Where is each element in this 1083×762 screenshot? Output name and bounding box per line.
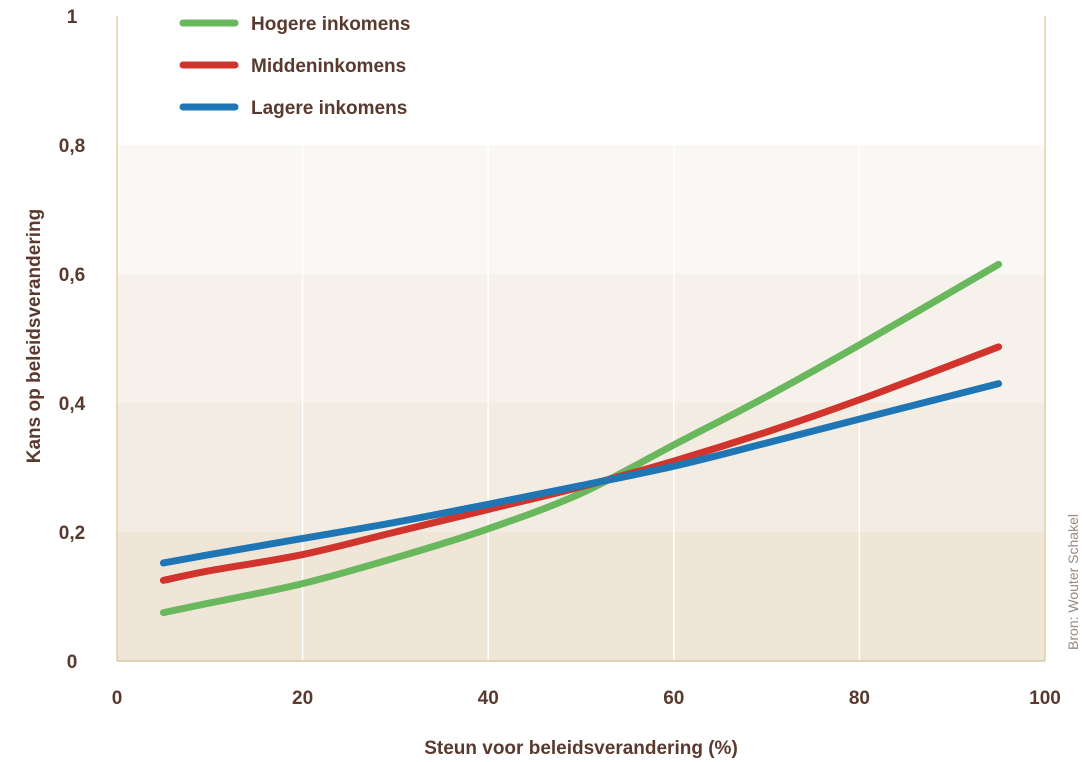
- series-line: [159, 380, 1003, 567]
- series-line: [159, 260, 1003, 617]
- x-tick-label: 80: [849, 688, 870, 709]
- y-tick-label: 0: [67, 652, 78, 673]
- source-credit: Bron: Wouter Schakel: [1065, 514, 1081, 650]
- y-tick-label: 1: [67, 7, 78, 28]
- legend: Hogere inkomens Middeninkomens Lagere inko…: [179, 14, 410, 119]
- background-band: [117, 274, 1045, 403]
- axes: [116, 16, 1046, 662]
- x-tick-label: 40: [478, 688, 499, 709]
- y-tick-label: 0,6: [59, 265, 85, 286]
- background-band: [117, 145, 1045, 274]
- legend-label: Middeninkomens: [251, 56, 406, 77]
- y-tick-label: 0,4: [59, 394, 86, 415]
- background-band: [117, 532, 1045, 661]
- background-band: [117, 403, 1045, 532]
- x-tick-label: 0: [112, 688, 123, 709]
- legend-label: Lagere inkomens: [251, 98, 407, 119]
- x-axis-title: Steun voor beleidsverandering (%): [424, 738, 738, 759]
- y-tick-label: 0,2: [59, 523, 85, 544]
- y-tick-label: 0,8: [59, 136, 85, 157]
- x-tick-label: 20: [292, 688, 313, 709]
- series-layer: [159, 260, 1003, 617]
- legend-label: Hogere inkomens: [251, 14, 410, 35]
- background-bands: [117, 145, 1045, 661]
- x-tick-label: 100: [1029, 688, 1061, 709]
- x-tick-label: 60: [663, 688, 684, 709]
- y-axis-title: Kans op beleidsverandering: [24, 209, 45, 463]
- tick-labels: 0 20 40 60 80 100 0 0,2 0,4 0,6 0,8 1: [59, 7, 1061, 709]
